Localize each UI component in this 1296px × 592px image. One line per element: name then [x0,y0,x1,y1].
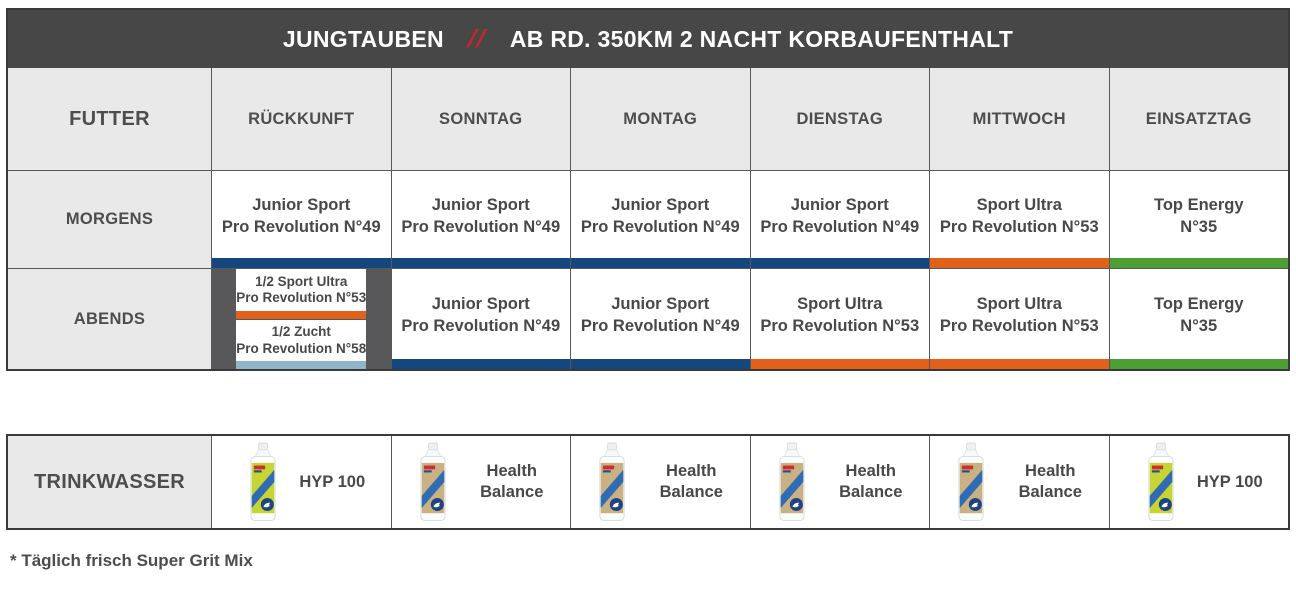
product-color-bar [236,361,367,369]
product-color-bar [750,359,929,369]
table-title-bar: JUNGTAUBEN // AB RD. 350KM 2 NACHT KORBA… [8,10,1288,68]
feed-grid: FUTTER RÜCKKUNFT SONNTAG MONTAG DIENSTAG… [8,68,1288,369]
feed-subcell: 1/2 Zucht Pro Revolution N°58 [236,319,367,369]
feed-cell: Top Energy N°35 [1109,171,1288,268]
product-color-bar [212,258,391,268]
water-cell: HYP 100 [1109,436,1288,528]
product-color-bar [750,258,929,268]
feed-cell: Sport Ultra Pro Revolution N°53 [930,269,1109,369]
corner-header-futter: FUTTER [8,68,211,170]
water-cell: Health Balance [571,436,750,528]
title-separator: // [466,24,488,53]
product-bottle-icon [766,440,818,524]
day-column-header-sonntag: SONNTAG [391,68,570,170]
water-product-label: Health Balance [839,462,903,501]
water-cell: Health Balance [391,436,570,528]
feed-cell-split: 1/2 Sport Ultra Pro Revolution N°53 1/2 … [212,269,391,369]
feed-cell: Junior Sport Pro Revolution N°49 [571,171,750,268]
feed-schedule-table: JUNGTAUBEN // AB RD. 350KM 2 NACHT KORBA… [6,8,1290,371]
footnote: * Täglich frisch Super Grit Mix [10,551,253,570]
product-color-bar [930,359,1109,369]
row-header-abends: ABENDS [8,269,211,369]
water-product-label: Health Balance [1018,462,1082,501]
product-bottle-icon [237,440,289,524]
water-product-label: Health Balance [480,462,544,501]
water-grid: TRINKWASSER HYP 100 Health Balance [8,436,1288,528]
feed-cell: Junior Sport Pro Revolution N°49 [391,269,570,369]
feed-cell: Junior Sport Pro Revolution N°49 [571,269,750,369]
feed-cell: Junior Sport Pro Revolution N°49 [391,171,570,268]
drinking-water-table: TRINKWASSER HYP 100 Health Balance [6,434,1290,530]
product-bottle-icon [945,440,997,524]
water-cell: Health Balance [930,436,1109,528]
product-bottle-icon [586,440,638,524]
water-product-label: HYP 100 [299,472,366,491]
product-color-bar [391,359,570,369]
product-color-bar [1109,359,1288,369]
title-race-info: AB RD. 350KM 2 NACHT KORBAUFENTHALT [509,25,1014,52]
day-column-header-einsatztag: EINSATZTAG [1109,68,1288,170]
product-color-bar [391,258,570,268]
product-color-bar [571,359,750,369]
water-product-label: Health Balance [659,462,723,501]
product-bottle-icon [407,440,459,524]
row-header-trinkwasser: TRINKWASSER [8,436,211,528]
product-color-bar [571,258,750,268]
water-product-label: HYP 100 [1196,472,1263,491]
product-bottle-icon [1135,440,1187,524]
row-header-morgens: MORGENS [8,171,211,268]
water-cell: HYP 100 [212,436,391,528]
day-column-header-rueckkunft: RÜCKKUNFT [212,68,391,170]
feed-subcell: 1/2 Sport Ultra Pro Revolution N°53 [236,269,367,319]
day-column-header-dienstag: DIENSTAG [750,68,929,170]
product-color-bar [1109,258,1288,268]
feed-cell: Sport Ultra Pro Revolution N°53 [750,269,929,369]
day-column-header-mittwoch: MITTWOCH [930,68,1109,170]
day-column-header-montag: MONTAG [571,68,750,170]
feed-cell: Top Energy N°35 [1109,269,1288,369]
feed-cell: Junior Sport Pro Revolution N°49 [750,171,929,268]
feed-cell: Sport Ultra Pro Revolution N°53 [930,171,1109,268]
feed-cell: Junior Sport Pro Revolution N°49 [212,171,391,268]
title-product-group: JUNGTAUBEN [282,25,444,52]
water-cell: Health Balance [750,436,929,528]
product-color-bar [930,258,1109,268]
product-color-bar [236,310,367,319]
